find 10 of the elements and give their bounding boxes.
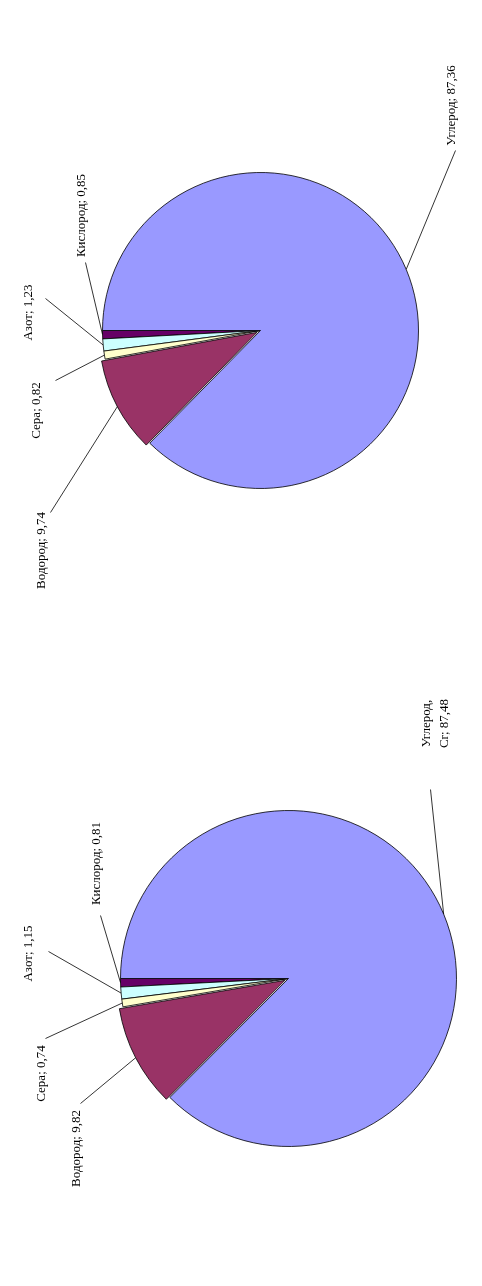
slice-label: Азот; 1,23 <box>20 284 35 341</box>
slice-label: Водород; 9,82 <box>68 1110 83 1187</box>
slice-label: Кислород; 0,81 <box>88 821 103 906</box>
slice-label: Водород; 9,74 <box>33 511 48 589</box>
slice-label: Сера; 0,82 <box>28 382 43 439</box>
slice-label: Сера; 0,74 <box>33 1044 48 1102</box>
slice-label: Кислород; 0,85 <box>73 173 88 258</box>
slice-label: Углерод; 87,36 <box>443 64 458 146</box>
slice-label: Азот; 1,15 <box>20 925 35 982</box>
slice-label: Углерод, Cr; 87,48 <box>418 698 451 749</box>
